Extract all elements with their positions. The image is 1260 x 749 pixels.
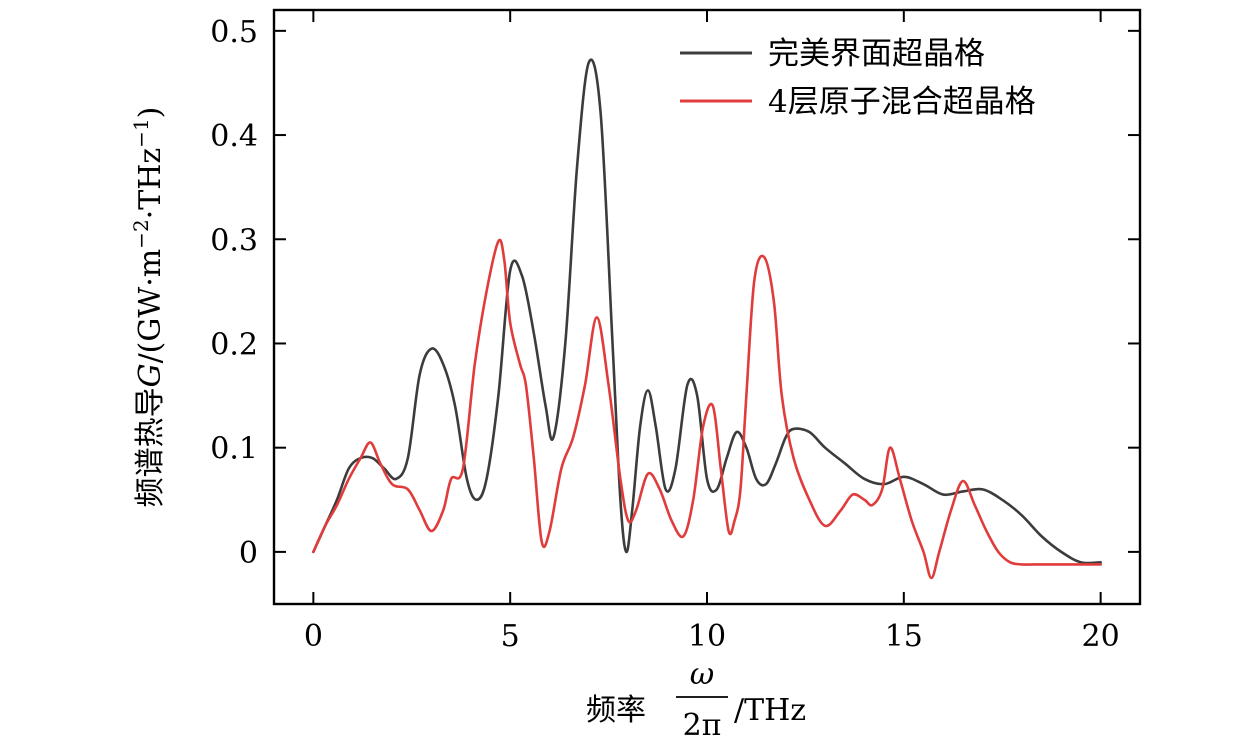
- legend: 完美界面超晶格 4层原子混合超晶格: [680, 36, 1036, 120]
- series-line-0: [312, 58, 1102, 565]
- series-lines: [312, 58, 1102, 580]
- y-axis-label-unit-mid: ·THz: [133, 148, 168, 220]
- axis-ticks: [274, 10, 1140, 604]
- x-axis-label-denominator: 2π: [683, 708, 722, 743]
- x-tick-label: 0: [304, 619, 323, 654]
- y-axis-label-unit-close: ): [133, 107, 168, 119]
- x-axis-label-unit: /THz: [734, 693, 806, 728]
- y-tick-label: 0.3: [210, 223, 258, 258]
- legend-label-mixed-4-layer: 4层原子混合超晶格: [768, 84, 1036, 120]
- y-axis-label-unit-open: /(GW·m: [133, 249, 168, 364]
- y-tick-label: 0: [239, 536, 258, 571]
- y-tick-label: 0.2: [210, 327, 258, 362]
- legend-label-perfect-interface: 完美界面超晶格: [768, 36, 985, 72]
- x-tick-label: 20: [1082, 619, 1120, 654]
- y-axis-label-symbol: G: [133, 363, 168, 387]
- x-axis-label: 频率 ω 2π /THz: [586, 657, 806, 743]
- x-axis-label-numerator: ω: [690, 657, 714, 692]
- y-tick-label: 0.1: [210, 432, 258, 467]
- y-axis-label-exp2: −1: [129, 118, 153, 147]
- y-axis-label-exp1: −2: [129, 219, 153, 248]
- x-tick-label: 10: [688, 619, 726, 654]
- axis-tick-labels: 0 5 10 15 20 0 0.1 0.2 0.3 0.4 0.5: [210, 15, 1119, 654]
- y-axis-label-prefix: 频谱热导: [133, 387, 168, 507]
- x-tick-label: 5: [501, 619, 520, 654]
- y-tick-label: 0.5: [210, 15, 258, 50]
- series-line-1: [312, 238, 1102, 580]
- x-axis-label-prefix: 频率: [586, 693, 646, 728]
- y-axis-label: 频谱热导G/(GW·m−2·THz−1): [129, 107, 168, 508]
- y-tick-label: 0.4: [210, 119, 258, 154]
- x-tick-label: 15: [885, 619, 923, 654]
